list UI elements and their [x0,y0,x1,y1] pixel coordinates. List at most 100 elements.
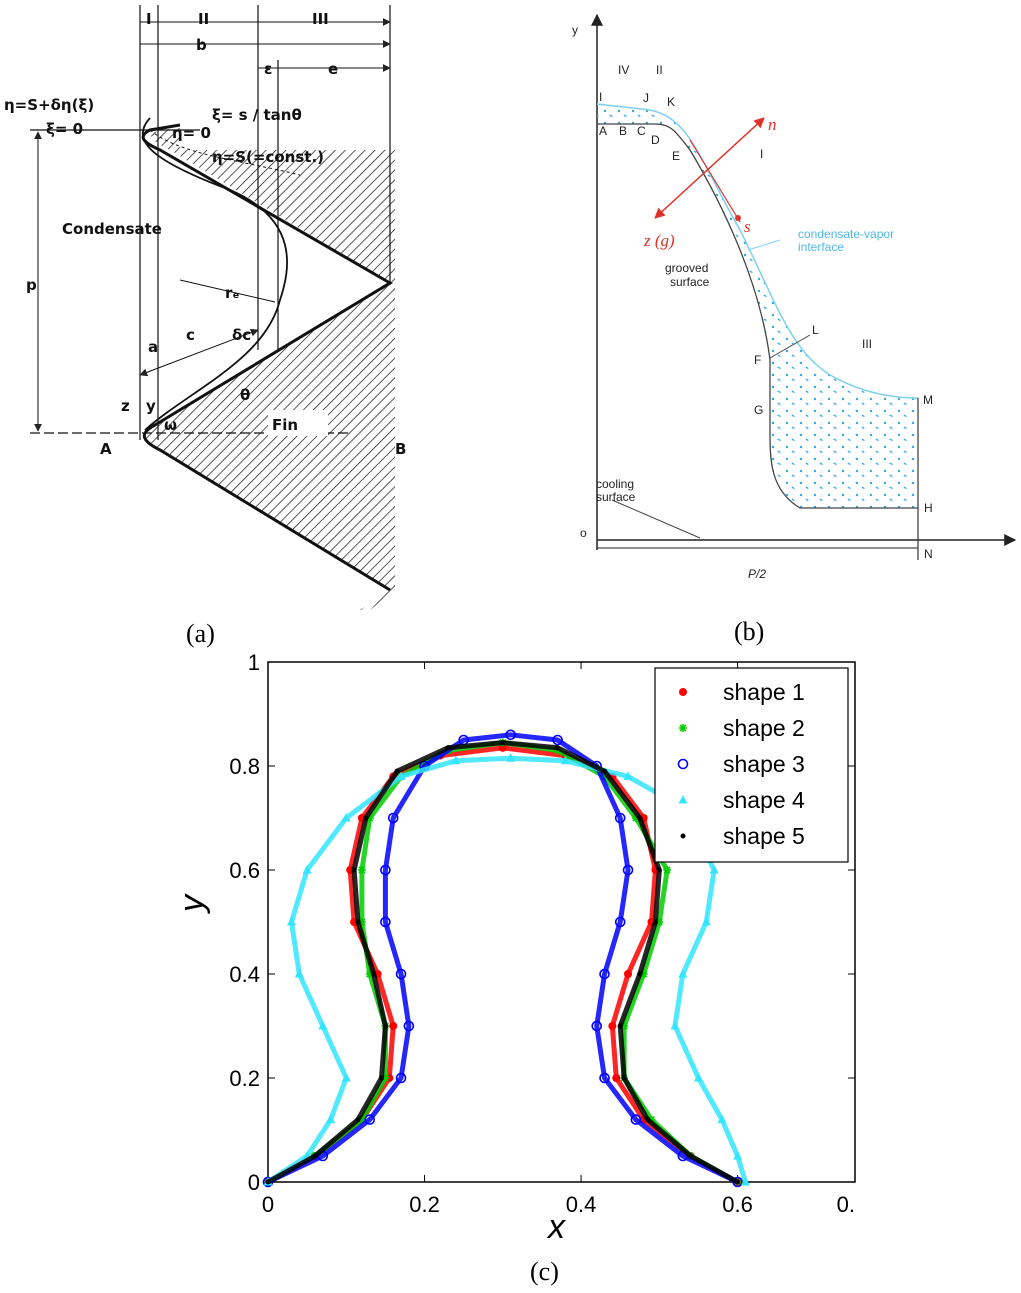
label: III [862,337,872,351]
data-point [380,864,391,876]
label: ε [264,60,272,78]
label: interface [798,240,844,254]
data-point [389,1022,398,1030]
y-axis-label: y [173,893,211,914]
label: θ [240,386,250,404]
panel-a: I II III b ε e η=S+δη(ξ) ξ= 0 η= 0 ξ= s … [4,5,406,610]
data-point [599,968,610,980]
series [265,740,741,1185]
data-point [630,1114,642,1125]
data-point [560,755,570,765]
label: I [146,10,152,28]
data-point [381,1074,390,1082]
data-point [688,1153,694,1159]
data-point [655,918,664,926]
label: rₑ [225,284,240,302]
y-tick-label: 0.4 [229,962,260,987]
legend-marker [677,758,689,770]
label: η=S(=const.) [212,148,324,166]
label: condensate-vapor [798,227,894,241]
data-point [341,813,351,822]
y-tick-label: 0.2 [229,1066,260,1091]
legend-label: shape 4 [723,787,805,813]
data-point [599,1072,610,1084]
label: δc [232,326,251,344]
x-axis-label: x [546,1208,566,1246]
data-point [265,1179,271,1185]
label: z (g) [643,231,675,250]
data-point [552,734,563,746]
x-tick-label: 0 [262,1192,274,1217]
data-point [364,1114,376,1125]
data-point [591,1020,603,1032]
label: y [146,397,156,415]
data-point [639,970,648,978]
data-point [302,865,312,874]
data-point [403,1020,415,1032]
origin-point [735,215,741,221]
data-point [717,1114,727,1124]
data-point [505,729,516,741]
data-point [621,1075,627,1081]
data-point [357,1115,366,1124]
data-point [365,814,374,822]
data-point [380,916,391,928]
radius-line [179,279,276,303]
data-point [645,1117,651,1123]
caption: (c) [530,1257,559,1286]
label: N [924,547,933,561]
legend-marker [679,724,687,732]
legend-label: shape 3 [723,751,805,777]
data-point [637,971,643,977]
label: surface [596,490,636,504]
label: η= 0 [172,124,211,142]
label: ξ= s / tanθ [212,106,302,124]
data-point [378,1075,384,1081]
data-point [600,772,609,781]
data-point [294,969,304,978]
data-point [678,969,688,978]
data-point [357,866,366,874]
label: n [768,115,777,134]
data-point [451,755,461,765]
data-point [693,1073,703,1082]
data-point [355,1117,361,1123]
y-tick-label: 0 [248,1170,260,1195]
groove-wall [141,123,393,592]
data-point [357,918,366,926]
label: F [754,353,761,367]
label: η=S+δη(ξ) [4,96,94,114]
series-line [266,732,739,1185]
label: IV [618,63,629,77]
x-tick-label: 0. [837,1192,855,1217]
data-point [394,768,400,774]
label: B [619,124,627,138]
data-point [351,867,357,873]
data-point [445,745,451,751]
data-point [286,917,296,926]
data-point [656,867,662,873]
data-point [318,1021,328,1030]
label-backdrop [268,410,328,436]
data-point [341,1073,351,1082]
label: b [196,36,207,54]
label: C [637,124,646,138]
x-tick-label: 0.6 [722,1192,753,1217]
data-point [355,919,361,925]
label: z [121,397,130,415]
data-point [709,865,719,874]
label: I [760,147,763,161]
data-point [652,919,658,925]
label: M [923,393,933,407]
data-point [733,1151,743,1160]
data-point [365,970,374,978]
data-point [363,815,369,821]
label: s [744,217,751,236]
data-point [637,815,643,821]
panel-b: y IV II I J K A B C D E n I s z (g) cond… [572,13,1017,581]
caption: (a) [186,619,215,648]
label: A [100,440,112,458]
label: K [667,95,675,109]
legend: shape 1 shape 2 shape 3 shape 4 shape 5 [654,667,849,863]
